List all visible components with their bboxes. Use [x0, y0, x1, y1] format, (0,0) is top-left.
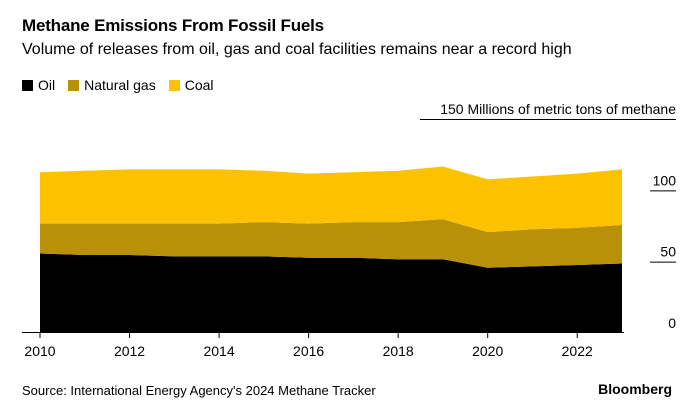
x-tick-label-2022: 2022: [562, 343, 593, 359]
y-tick-label-50: 50: [660, 244, 676, 260]
x-tick-label-2020: 2020: [472, 343, 503, 359]
source-note: Source: International Energy Agency's 20…: [22, 383, 376, 398]
legend-label: Oil: [38, 77, 56, 93]
brand-logo: Bloomberg: [598, 381, 672, 397]
y-axis-label: Millions of metric tons of methane: [467, 101, 676, 117]
chart-title: Methane Emissions From Fossil Fuels: [22, 16, 324, 35]
area-series-oil: [40, 253, 622, 332]
x-tick-label-2014: 2014: [203, 343, 234, 359]
legend-item-oil: Oil: [22, 77, 55, 93]
y-axis-top-label: 150 Millions of metric tons of methane: [440, 101, 676, 117]
legend-label: Coal: [184, 77, 214, 93]
legend-label: Natural gas: [84, 77, 156, 93]
y-tick-label-0: 0: [668, 315, 676, 331]
legend-swatch: [168, 79, 180, 91]
y-tick-label-150: 150: [440, 101, 467, 117]
area-series-coal: [40, 166, 622, 233]
legend-swatch: [22, 79, 33, 91]
area-series-natural-gas: [40, 219, 622, 268]
legend: Oil Natural gas Coal: [22, 77, 227, 93]
x-tick-label-2016: 2016: [293, 343, 324, 359]
x-tick-label-2012: 2012: [114, 343, 145, 359]
x-tick-label-2018: 2018: [383, 343, 414, 359]
chart-subtitle: Volume of releases from oil, gas and coa…: [22, 41, 572, 58]
legend-swatch: [68, 79, 80, 91]
x-tick-label-2010: 2010: [24, 343, 55, 359]
legend-item-coal: Coal: [168, 77, 214, 93]
y-tick-label-100: 100: [653, 172, 677, 188]
legend-item-natural-gas: Natural gas: [68, 77, 156, 93]
